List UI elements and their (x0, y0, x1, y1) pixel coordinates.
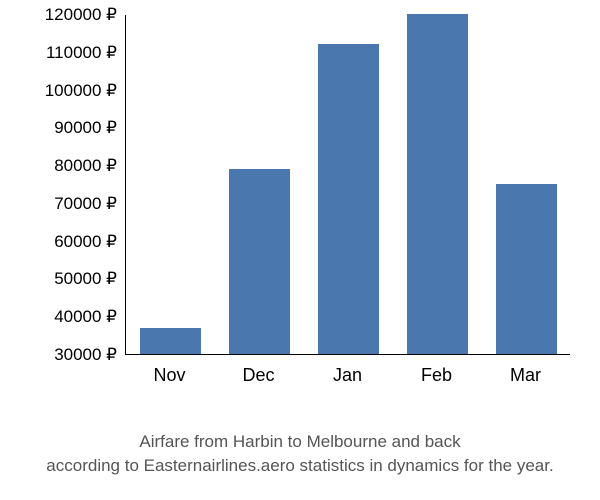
y-tick-label: 30000 ₽ (54, 345, 117, 365)
x-tick-label: Nov (153, 365, 185, 386)
x-axis-labels: Nov Dec Jan Feb Mar (125, 365, 570, 395)
y-tick-label: 120000 ₽ (45, 5, 117, 25)
airfare-bar-chart: 30000 ₽ 40000 ₽ 50000 ₽ 60000 ₽ 70000 ₽ 80000… (30, 15, 570, 395)
y-tick-label: 80000 ₽ (54, 156, 117, 176)
y-tick-label: 50000 ₽ (54, 269, 117, 289)
bar (140, 328, 201, 354)
y-tick-label: 100000 ₽ (45, 81, 117, 101)
bar (318, 44, 379, 354)
x-tick-label: Feb (421, 365, 452, 386)
caption-line-1: Airfare from Harbin to Melbourne and bac… (139, 432, 460, 451)
y-tick-label: 70000 ₽ (54, 194, 117, 214)
x-tick-label: Mar (510, 365, 541, 386)
y-tick-label: 90000 ₽ (54, 118, 117, 138)
plot-area (125, 15, 570, 355)
y-tick-label: 110000 ₽ (46, 43, 117, 63)
y-tick-label: 40000 ₽ (54, 307, 117, 327)
y-tick-label: 60000 ₽ (54, 232, 117, 252)
bar (229, 169, 290, 354)
bar (407, 14, 468, 354)
bar (496, 184, 557, 354)
caption-line-2: according to Easternairlines.aero statis… (46, 456, 553, 475)
y-axis: 30000 ₽40000 ₽50000 ₽60000 ₽70000 ₽80000… (30, 15, 125, 355)
x-tick-label: Dec (242, 365, 274, 386)
chart-caption: Airfare from Harbin to Melbourne and bac… (0, 430, 600, 478)
x-tick-label: Jan (333, 365, 362, 386)
